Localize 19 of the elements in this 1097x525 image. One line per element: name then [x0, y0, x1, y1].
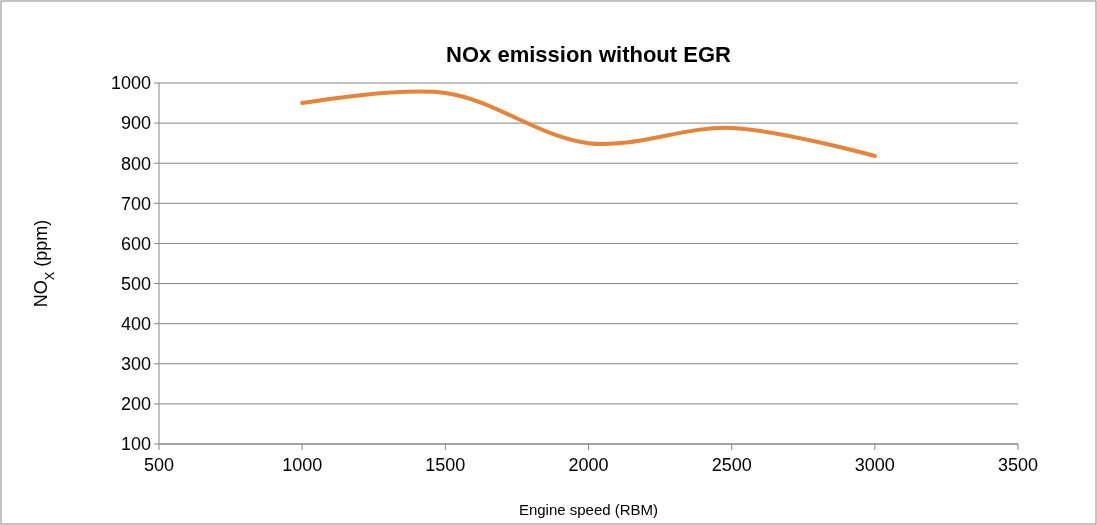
x-tick-label: 3500	[997, 455, 1039, 475]
x-tick-label: 2500	[711, 455, 752, 475]
y-tick-label: 800	[120, 153, 151, 174]
y-tick-label: 300	[120, 354, 151, 375]
x-tick-label: 3000	[854, 455, 895, 475]
y-tick-label: 100	[120, 434, 151, 455]
y-tick-label: 200	[120, 394, 151, 415]
x-tick-label: 500	[143, 455, 175, 475]
y-tick-label: 700	[120, 193, 151, 214]
x-tick-label: 1000	[282, 455, 323, 475]
x-axis-title: Engine speed (RBM)	[518, 501, 659, 518]
x-tick-label: 1500	[425, 455, 466, 475]
y-tick-label: 500	[120, 273, 151, 294]
y-tick-label: 600	[120, 233, 151, 254]
y-tick-label: 900	[120, 113, 151, 134]
x-tick-label: 2000	[568, 455, 609, 475]
y-tick-label: 1000	[110, 73, 151, 94]
y-tick-label: 400	[120, 313, 151, 334]
chart-title: NOx emission without EGR	[446, 42, 732, 67]
